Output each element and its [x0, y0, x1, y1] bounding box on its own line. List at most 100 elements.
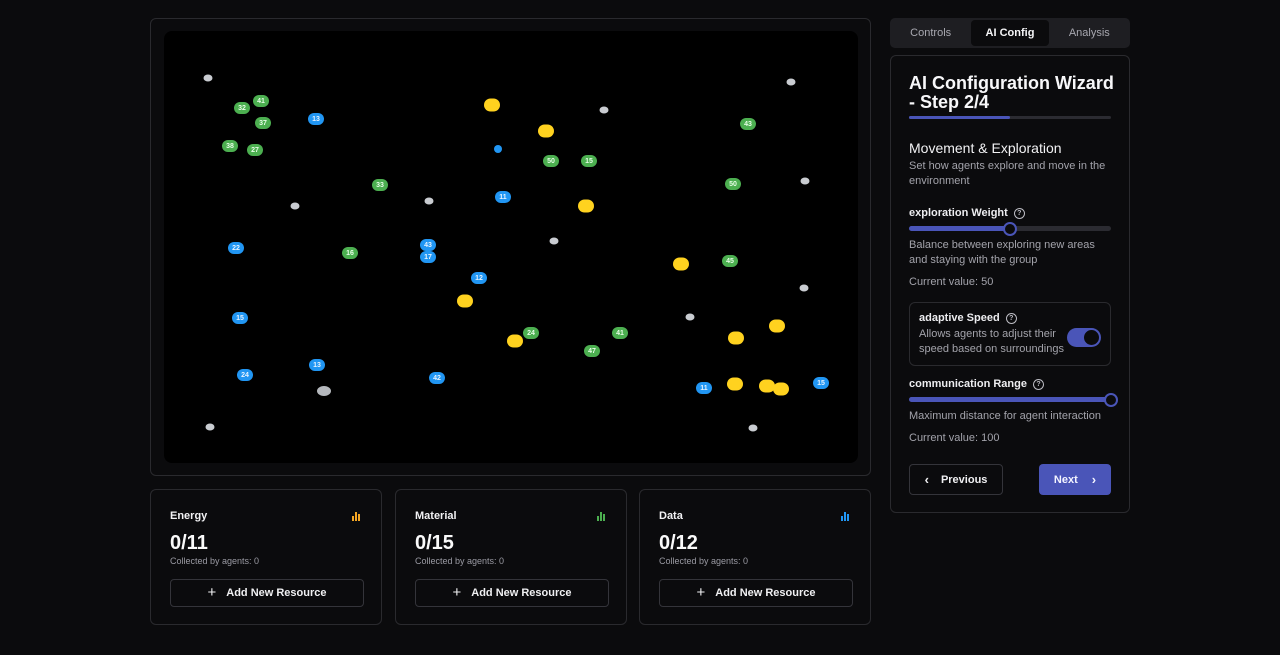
agent-green[interactable]: 15	[581, 155, 597, 167]
agent-green[interactable]: 32	[234, 102, 250, 114]
agent-green[interactable]: 41	[612, 327, 628, 339]
adaptive-speed-toggle[interactable]	[1067, 328, 1101, 347]
add-resource-button[interactable]: + Add New Resource	[415, 579, 609, 607]
agent-green[interactable]: 33	[372, 179, 388, 191]
agent-green[interactable]: 50	[725, 178, 741, 190]
add-resource-button[interactable]: + Add New Resource	[659, 579, 853, 607]
obstacle[interactable]	[424, 197, 434, 205]
obstacle[interactable]	[800, 177, 810, 185]
agent-yellow[interactable]	[673, 257, 689, 271]
agent-green[interactable]: 41	[253, 95, 269, 107]
agent-green[interactable]: 45	[722, 255, 738, 267]
resource-collected: Collected by agents: 0	[659, 556, 749, 566]
agent-green[interactable]: 50	[543, 155, 559, 167]
agent-blue[interactable]: 12	[471, 272, 487, 284]
agent-blue[interactable]: 15	[813, 377, 829, 389]
agent-green[interactable]: 37	[255, 117, 271, 129]
tab-ai-config[interactable]: AI Config	[971, 20, 1049, 46]
obstacle[interactable]	[786, 78, 796, 86]
exploration-weight-slider[interactable]	[909, 221, 1111, 236]
resource-title: Material	[415, 510, 457, 522]
obstacle[interactable]	[549, 237, 559, 245]
bar-chart-icon	[841, 511, 850, 521]
agent-blue[interactable]: 11	[495, 191, 511, 203]
communication-range-slider[interactable]	[909, 392, 1118, 407]
plus-icon: +	[452, 584, 462, 601]
agent-yellow[interactable]	[484, 98, 500, 112]
adaptive-speed-description: Allows agents to adjust their speed base…	[919, 328, 1064, 355]
plus-icon: +	[696, 584, 706, 601]
agent-blue[interactable]: 17	[420, 251, 436, 263]
agent-yellow[interactable]	[728, 331, 744, 345]
help-circle-icon[interactable]: ?	[1013, 207, 1025, 219]
agent-blue[interactable]: 42	[429, 372, 445, 384]
agent-green[interactable]: 24	[523, 327, 539, 339]
resource-count: 0/12	[659, 532, 698, 554]
obstacle[interactable]	[290, 202, 300, 210]
slider-fill	[909, 397, 1111, 402]
agent-green[interactable]: 47	[584, 345, 600, 357]
agent-yellow[interactable]	[727, 377, 743, 391]
agent-blue[interactable]: 13	[308, 113, 324, 125]
obstacle[interactable]	[748, 424, 758, 432]
exploration-weight-current: Current value: 50	[909, 276, 994, 288]
slider-fill	[909, 226, 1010, 231]
obstacle[interactable]	[203, 74, 213, 82]
obstacle[interactable]	[599, 106, 609, 114]
agent-green[interactable]: 38	[222, 140, 238, 152]
agent-yellow[interactable]	[507, 334, 523, 348]
agent-green[interactable]: 43	[740, 118, 756, 130]
agent-yellow[interactable]	[538, 124, 554, 138]
ai-config-panel: AI Configuration Wizard - Step 2/4 Movem…	[890, 55, 1130, 513]
help-circle-icon[interactable]: ?	[1005, 312, 1017, 324]
agent-blue[interactable]: 43	[420, 239, 436, 251]
obstacle[interactable]	[317, 386, 331, 396]
section-title: Movement & Exploration	[909, 140, 1062, 156]
communication-range-text: communication Range	[909, 378, 1027, 390]
bar-chart-icon	[352, 511, 361, 521]
agent-yellow[interactable]	[578, 199, 594, 213]
agent-blue[interactable]: 13	[309, 359, 325, 371]
simulation-canvas[interactable]: 32 41 37 38 27 13 33 22 16 15 24 13 42 43 17 12 50 15 11 24…	[164, 31, 858, 463]
obstacle[interactable]	[685, 313, 695, 321]
add-resource-label: Add New Resource	[226, 587, 327, 599]
agent-yellow[interactable]	[457, 294, 473, 308]
previous-button[interactable]: ‹ Previous	[909, 464, 1003, 495]
agent-blue[interactable]: 22	[228, 242, 244, 254]
resource-count: 0/15	[415, 532, 454, 554]
slider-thumb[interactable]	[1003, 221, 1017, 236]
tab-bar: Controls AI Config Analysis	[890, 18, 1130, 48]
agent-blue[interactable]: 11	[696, 382, 712, 394]
tab-analysis[interactable]: Analysis	[1068, 27, 1110, 39]
agent-yellow[interactable]	[759, 379, 775, 393]
agent-green[interactable]: 16	[342, 247, 358, 259]
exploration-weight-text: exploration Weight	[909, 207, 1008, 219]
add-resource-label: Add New Resource	[471, 587, 572, 599]
toggle-knob	[1084, 330, 1099, 345]
agent-yellow[interactable]	[769, 319, 785, 333]
obstacle[interactable]	[799, 284, 809, 292]
agent-yellow[interactable]	[773, 382, 789, 396]
wizard-progress-fill	[909, 116, 1010, 119]
tab-controls[interactable]: Controls	[910, 27, 952, 39]
agent-green[interactable]: 27	[247, 144, 263, 156]
chevron-left-icon: ‹	[924, 472, 929, 487]
plus-icon: +	[207, 584, 217, 601]
agent-blue-dot[interactable]	[494, 145, 502, 153]
obstacle[interactable]	[205, 423, 215, 431]
previous-label: Previous	[940, 473, 988, 486]
resource-card-energy: Energy 0/11 Collected by agents: 0 + Add…	[150, 489, 382, 625]
bar-chart-icon	[597, 511, 606, 521]
agent-blue[interactable]: 24	[237, 369, 253, 381]
add-resource-button[interactable]: + Add New Resource	[170, 579, 364, 607]
wizard-progress	[909, 116, 1111, 119]
simulation-frame: 32 41 37 38 27 13 33 22 16 15 24 13 42 43 17 12 50 15 11 24…	[150, 18, 871, 476]
help-circle-icon[interactable]: ?	[1032, 378, 1044, 390]
next-label: Next	[1053, 473, 1078, 486]
resource-title: Data	[659, 510, 683, 522]
agent-blue[interactable]: 15	[232, 312, 248, 324]
slider-thumb[interactable]	[1104, 392, 1118, 407]
communication-range-help: Maximum distance for agent interaction	[909, 410, 1101, 422]
communication-range-current: Current value: 100	[909, 432, 1000, 444]
next-button[interactable]: Next ›	[1039, 464, 1111, 495]
